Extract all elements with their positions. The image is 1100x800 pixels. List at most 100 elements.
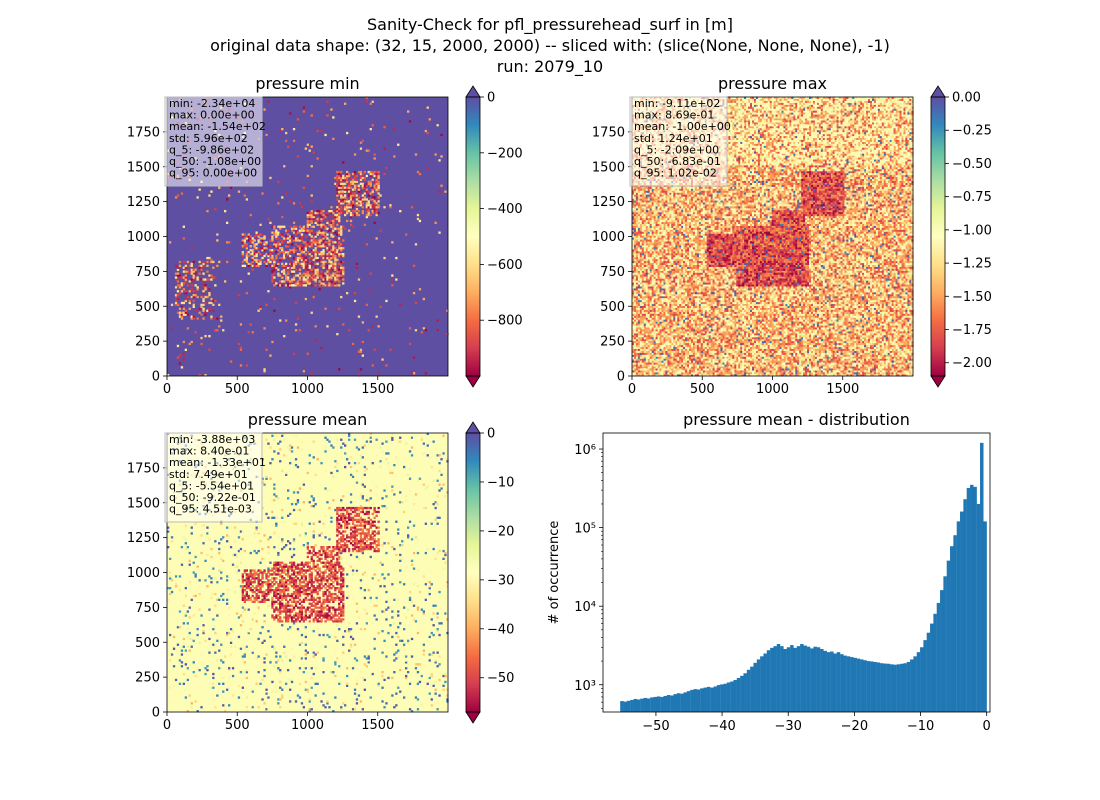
histogram-bar [856,658,861,712]
y-tick-label: 1000 [592,230,625,245]
stats-line: q_50: -6.83e-01 [634,155,721,168]
histogram-bar [973,486,977,712]
histogram-bar [783,649,787,712]
colorbar-tick-label: −0.50 [952,157,992,172]
stats-line: std: 5.96e+02 [169,132,248,145]
colorbar-tick-label: −1.50 [952,290,992,305]
histogram-bar [800,644,804,712]
histogram-bar [790,645,794,712]
pressure-max-panel: pressure max 0 500 1000 1500 0 250 500 750 1000 12… [592,74,992,397]
colorbar-tick-label: −400 [487,202,523,217]
colorbar-tick-label: −600 [487,258,523,273]
pressure-min-panel: pressure min 0 500 1000 1500 0 250 500 750 1000 12… [127,74,523,397]
colorbar-tick-label: −1.00 [952,223,992,238]
y-tick-label: 1500 [592,160,625,175]
x-tick-label: −30 [775,719,802,734]
histogram-bar [676,693,681,712]
x-tick-label: −20 [841,719,868,734]
histogram-bar [813,646,817,712]
histogram-bar [643,697,647,712]
histogram-bar [700,688,704,712]
histogram-bar [793,647,797,712]
colorbar-tick-label: −10 [487,475,514,490]
x-tick-label: −50 [642,719,669,734]
histogram-bar [796,646,801,712]
histogram-bar [766,650,771,712]
x-tick-label: 500 [225,382,250,397]
histogram-bar [663,695,667,712]
x-tick-label: 1500 [361,382,394,397]
stats-line: min: -9.11e+02 [634,97,720,110]
colorbar-extend-max [930,85,946,98]
histogram-bar [806,646,811,712]
histogram-bar [870,661,874,712]
histogram-bar [723,683,727,712]
histogram-bar [896,664,901,712]
x-tick-label: 1000 [291,382,324,397]
colorbar-tick-label: −20 [487,524,514,539]
histogram-bar [923,640,927,712]
figure-title-line2: original data shape: (32, 15, 2000, 2000… [210,36,890,55]
y-tick-label: 750 [135,601,160,616]
y-tick-label: 1500 [127,160,160,175]
figure-title-line1: Sanity-Check for pfl_pressurehead_surf i… [367,15,733,35]
histogram-bar [843,655,847,712]
y-tick-label: 0 [617,370,625,385]
colorbar-tick-label: −0.75 [952,190,992,205]
histogram-bar [910,659,914,712]
histogram-bar [846,656,851,712]
colorbar-tick-label: −0.25 [952,124,992,139]
pressure-mean-panel: pressure mean 0 500 1000 1500 0 250 500 750 1000 1… [127,410,515,733]
histogram-bar [880,663,884,712]
x-tick-label: −40 [708,719,735,734]
axes-frame [602,432,991,713]
histogram-bar [950,546,954,712]
colorbar-frame [465,432,481,713]
colorbar-gradient [931,97,945,376]
colorbar: 0 −200 −400 −600 −800 [465,85,523,388]
histogram-bar [713,686,717,712]
x-tick-label: 1000 [291,718,324,733]
stats-line: min: -3.88e+03 [169,433,255,446]
stats-line: max: 8.40e-01 [169,445,249,458]
stats-line: q_50: -1.08e+00 [169,155,261,168]
histogram-bar [636,699,641,712]
stats-line: mean: -1.33e+01 [169,456,266,469]
histogram-bar [623,701,628,712]
histogram-bars [620,442,987,712]
colorbar-extend-max [465,85,481,98]
histogram-bar [873,661,877,712]
histogram-bar [653,696,657,712]
stats-line: q_95: 4.51e-03 [169,503,252,516]
histogram-bar [716,685,721,712]
histogram-bar [683,692,687,712]
y-tick-label: 1750 [127,461,160,476]
histogram-bar [640,698,644,712]
y-tick-label: 250 [135,671,160,686]
y-tick-label: 1250 [127,195,160,210]
y-tick-label: 0 [152,370,160,385]
x-tick-label: 500 [225,718,250,733]
y-tick-label: 1750 [592,125,625,140]
histogram-bar [883,663,887,712]
x-tick-label: −10 [907,719,934,734]
stats-line: max: 0.00e+00 [169,109,255,122]
histogram-bar [746,669,751,712]
histogram-bar [660,696,664,712]
colorbar: 0 −10 −20 −30 −40 −50 [465,421,514,724]
stats-line: max: 8.69e-01 [634,109,714,122]
stats-line: q_5: -5.54e+01 [169,479,254,492]
stats-line: q_95: 1.02e-02 [634,167,717,180]
y-tick-label: 1000 [127,230,160,245]
histogram-bar [913,656,917,712]
y-tick-label: 1250 [592,195,625,210]
y-tick-label: 0 [152,706,160,721]
colorbar-tick-label: −1.25 [952,257,992,272]
histogram-bar [650,697,654,712]
histogram-bar [686,691,691,712]
histogram-bar [953,535,957,712]
colorbar-tick-label: −1.75 [952,323,992,338]
